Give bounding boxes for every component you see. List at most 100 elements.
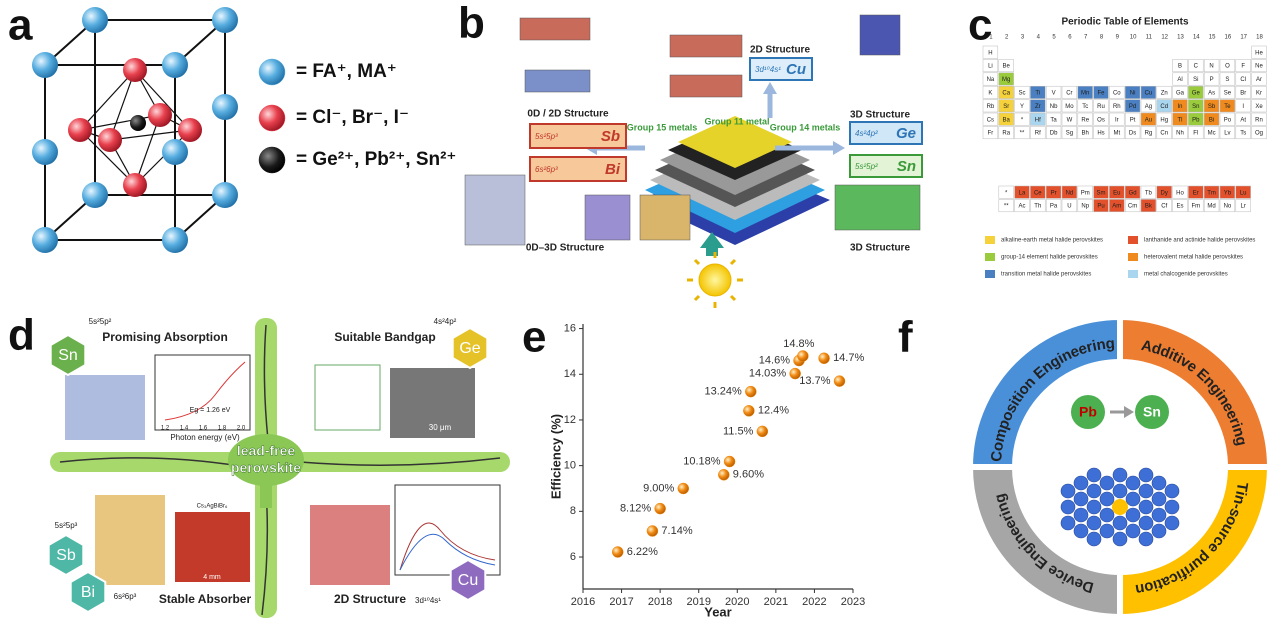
group-number: 12 [1161, 35, 1168, 41]
lattice-atom [1152, 492, 1166, 506]
element-symbol: Cm [1128, 204, 1137, 210]
element-symbol: Br [1240, 90, 1246, 96]
legend-label: heterovalent metal halide perovskites [1144, 255, 1243, 261]
element-symbol: Hf [1035, 117, 1041, 123]
strategy-wheel: Composition EngineeringAdditive Engineer… [970, 317, 1270, 617]
ion-label: Sn [1143, 404, 1161, 420]
element-symbol: Rh [1113, 104, 1121, 110]
inset-tick-label: 1.8 [218, 426, 227, 432]
legend-swatch [1128, 270, 1138, 278]
lattice-atom [1152, 476, 1166, 490]
element-symbol: Cd [1160, 104, 1168, 110]
element-symbol: In [1177, 104, 1182, 110]
element-symbol: Hs [1097, 131, 1104, 137]
data-point [724, 456, 735, 467]
group-label: Group 15 metals [627, 122, 698, 132]
element-symbol: Sb [1208, 104, 1216, 110]
electron-config: 5s²5p² [89, 317, 112, 326]
element-symbol: No [1224, 204, 1232, 210]
value-label: 10.18% [683, 455, 721, 467]
element-symbol: Xe [1255, 104, 1263, 110]
element-symbol: Sg [1066, 131, 1073, 137]
legend-swatch [985, 253, 995, 261]
data-point [797, 350, 808, 361]
element-symbol: Nb [1050, 104, 1058, 110]
lattice-atom [1061, 500, 1075, 514]
lattice-atom [1087, 484, 1101, 498]
lattice-atom [1113, 484, 1127, 498]
inset-tick-label: 1.2 [161, 426, 170, 432]
element-symbol: Ra [1002, 131, 1010, 137]
legend-swatch [985, 236, 995, 244]
group-number: 3 [1021, 35, 1025, 41]
lattice-atom [1100, 508, 1114, 522]
element-symbol: He [1255, 50, 1263, 56]
element-symbol: Db [1050, 131, 1058, 137]
inset-tick-label: 1.4 [180, 426, 189, 432]
element-symbol: S [1225, 77, 1229, 83]
element-symbol: Pt [1130, 117, 1136, 123]
element-symbol: Ge [896, 125, 916, 142]
lattice-atom [1074, 476, 1088, 490]
element-symbol: Ni [1130, 90, 1136, 96]
value-label: 14.6% [759, 354, 790, 366]
element-symbol: Rn [1255, 117, 1263, 123]
value-label: 13.7% [799, 375, 830, 387]
element-symbol: Fl [1193, 131, 1198, 137]
x-tick-label: 2021 [764, 596, 788, 608]
element-symbol: Rf [1035, 131, 1041, 137]
element-symbol: Tb [1145, 190, 1153, 196]
element-symbol: Pa [1050, 204, 1058, 210]
structure-label: 0D–3D Structure [526, 243, 605, 254]
element-symbol: Gd [1129, 190, 1137, 196]
element-symbol: P [1210, 77, 1214, 83]
element-symbol: Os [1097, 117, 1105, 123]
lattice-atom [1152, 508, 1166, 522]
element-symbol: Og [1255, 131, 1263, 137]
element-symbol: F [1241, 64, 1245, 70]
panel-label: e [522, 313, 546, 362]
panel-label: c [968, 1, 992, 50]
y-tick-label: 8 [570, 505, 576, 517]
inset-tick-label: 1.6 [199, 426, 208, 432]
electron-config: 3d¹⁰4s¹ [415, 596, 441, 605]
crystal-label: Cs₃AgBiBr₆ [197, 504, 228, 510]
element-symbol: Kr [1256, 90, 1262, 96]
panel-label: d [8, 311, 35, 360]
element-symbol: U [1067, 204, 1071, 210]
element-symbol: Ru [1097, 104, 1105, 110]
element-symbol: Ar [1256, 77, 1262, 83]
lattice-atom [1113, 468, 1127, 482]
center-title: lead-free [237, 443, 296, 459]
lattice-atom [1074, 492, 1088, 506]
element-symbol: K [988, 90, 992, 96]
element-symbol: Ge [1192, 90, 1201, 96]
element-symbol: Lv [1224, 131, 1230, 137]
element-symbol: Hg [1160, 117, 1168, 123]
element-symbol: Cu [786, 61, 806, 78]
element-symbol: Y [1020, 104, 1024, 110]
table-title: Periodic Table of Elements [1061, 17, 1189, 28]
lattice-atom [1126, 476, 1140, 490]
value-label: 13.24% [704, 386, 742, 398]
data-point [647, 525, 658, 536]
element-symbol: V [1052, 90, 1056, 96]
data-point [743, 405, 754, 416]
legend-swatch [259, 59, 285, 85]
legend-label: = Cl⁻, Br⁻, I⁻ [296, 107, 409, 128]
element-symbol: Eu [1113, 190, 1120, 196]
element-symbol: Np [1081, 204, 1089, 210]
scale-bar: 30 μm [429, 423, 452, 432]
group-number: 1 [989, 35, 993, 41]
lattice-atom [1100, 476, 1114, 490]
legend-swatch [1128, 253, 1138, 261]
x-tick-label: 2017 [609, 596, 633, 608]
x-axis-title: Year [704, 604, 731, 619]
element-symbol: Bi [1209, 117, 1214, 123]
lattice-atom [1074, 524, 1088, 538]
element-symbol: ** [1004, 204, 1009, 210]
element-symbol: At [1240, 117, 1246, 123]
legend-swatch [1128, 236, 1138, 244]
element-symbol: Ge [459, 340, 480, 357]
topic-title: Stable Absorber [159, 592, 252, 606]
